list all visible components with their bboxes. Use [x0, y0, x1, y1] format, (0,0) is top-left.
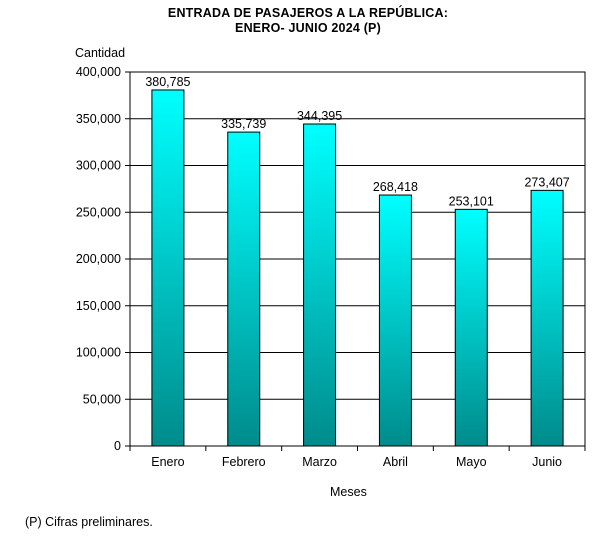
- bar: [378, 194, 412, 447]
- x-tick-label: Febrero: [222, 455, 266, 469]
- y-tick-label: 250,000: [76, 205, 121, 219]
- y-tick-label: 0: [114, 439, 121, 453]
- bar-value-label: 268,418: [373, 180, 418, 194]
- x-tick-label: Enero: [151, 455, 184, 469]
- chart-subtitle: ENERO- JUNIO 2024 (P): [235, 21, 381, 35]
- y-tick-label: 350,000: [76, 112, 121, 126]
- y-tick-label: 400,000: [76, 65, 121, 79]
- bar: [530, 189, 564, 447]
- bar: [303, 123, 337, 447]
- chart-title: ENTRADA DE PASAJEROS A LA REPÚBLICA:: [167, 6, 449, 20]
- x-tick-label: Junio: [532, 455, 562, 469]
- y-tick-label: 100,000: [76, 346, 121, 360]
- y-tick-label: 50,000: [83, 392, 121, 406]
- y-axis-label: Cantidad: [75, 46, 126, 60]
- x-tick-label: Abril: [383, 455, 408, 469]
- bar: [454, 208, 488, 447]
- bar-value-label: 253,101: [449, 194, 494, 208]
- grid-lines: [130, 71, 585, 400]
- bar-value-label: 380,785: [145, 75, 190, 89]
- bar-value-label: 273,407: [524, 175, 569, 189]
- bar: [151, 89, 185, 447]
- x-tick-label: Mayo: [456, 455, 487, 469]
- y-tick-label: 150,000: [76, 299, 121, 313]
- y-tick-label: 200,000: [76, 252, 121, 266]
- x-axis-label: Meses: [330, 485, 367, 499]
- bar: [227, 131, 261, 447]
- x-tick-label: Marzo: [302, 455, 337, 469]
- axes: 0 50,000 100,000 150,000 200,000 250,000 300,0…: [76, 65, 586, 469]
- bar-value-label: 335,739: [221, 117, 266, 131]
- bars: [151, 89, 564, 447]
- bar-value-label: 344,395: [297, 109, 342, 123]
- data-labels: 380,785 335,739 344,395 268,418 253,101 273,4…: [145, 75, 569, 208]
- footnote: (P) Cifras preliminares.: [25, 515, 153, 529]
- y-tick-label: 300,000: [76, 159, 121, 173]
